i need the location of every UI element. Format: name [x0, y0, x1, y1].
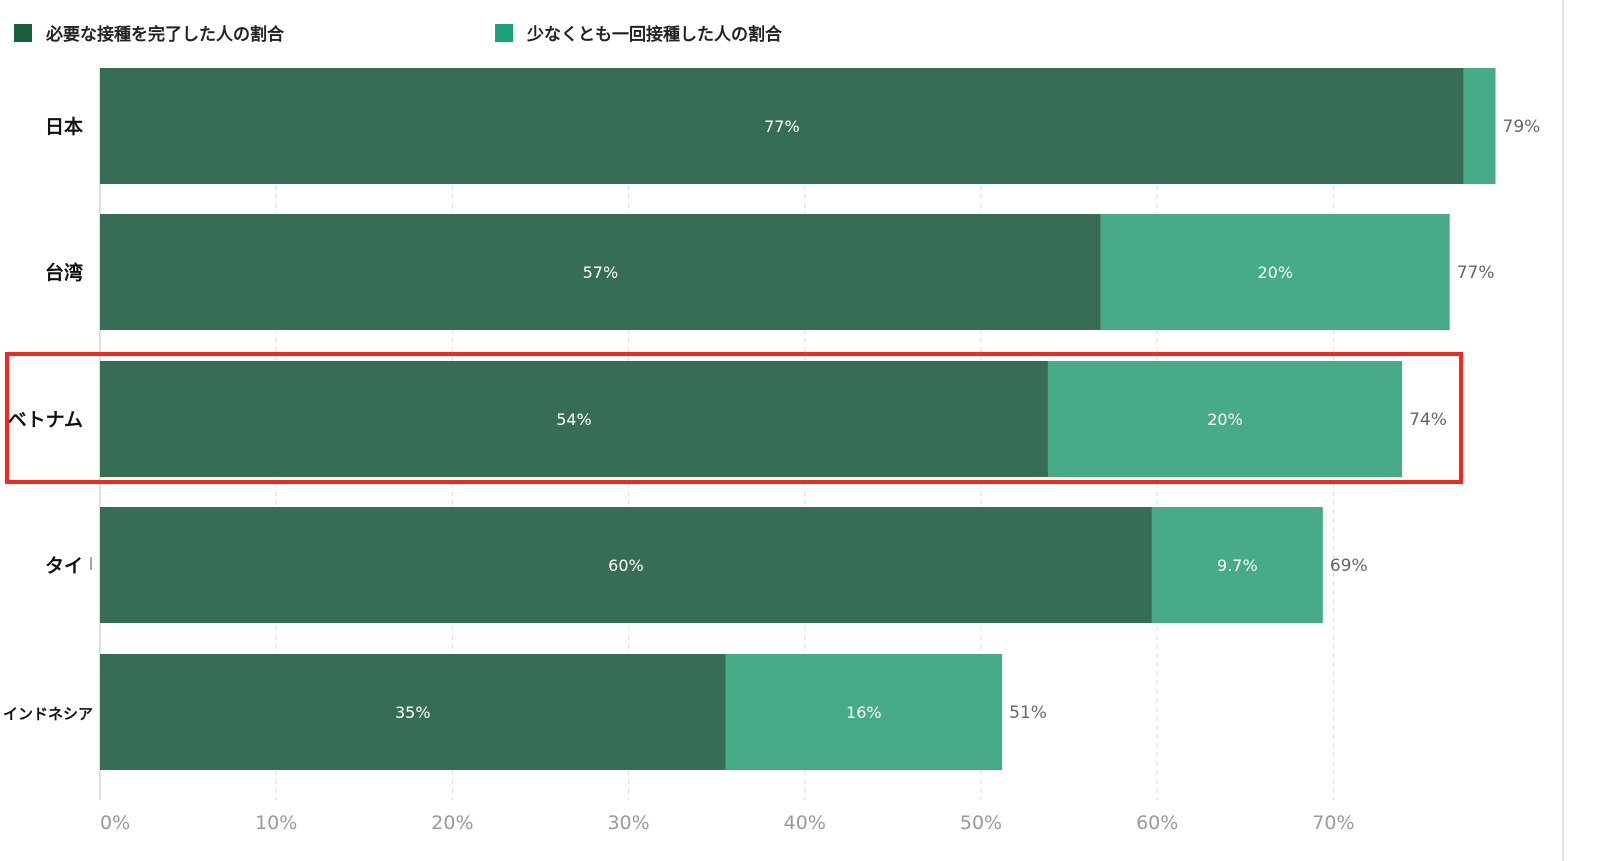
- x-tick-label: 40%: [784, 812, 826, 834]
- data-label-completed: 60%: [608, 556, 644, 575]
- x-tick-label: 30%: [607, 812, 649, 834]
- bar-segment-one-dose: [1100, 214, 1450, 330]
- x-tick-label: 10%: [255, 812, 297, 834]
- bar-segment-completed: [100, 507, 1152, 623]
- bar-segment-one-dose: [725, 654, 1003, 770]
- x-tick-label: 70%: [1312, 812, 1354, 834]
- data-label-one-dose: 20%: [1257, 263, 1293, 282]
- total-label: 74%: [1409, 410, 1447, 430]
- bar-segment-one-dose: [1047, 361, 1403, 477]
- data-label-one-dose: 20%: [1207, 410, 1243, 429]
- total-label: 79%: [1503, 117, 1541, 137]
- category-label: タイ: [45, 555, 83, 577]
- x-tick-label: 0%: [100, 812, 130, 834]
- category-label: 台湾: [45, 261, 83, 284]
- bar-segment-completed: [100, 654, 726, 770]
- data-label-one-dose: 16%: [846, 703, 882, 722]
- category-label: 日本: [45, 115, 83, 138]
- bar-segment-one-dose: [1463, 68, 1496, 184]
- highlight-box-vietnam: [5, 352, 1463, 484]
- total-label: 51%: [1009, 703, 1047, 723]
- data-label-one-dose: 9.7%: [1217, 556, 1258, 575]
- x-tick-label: 20%: [431, 812, 473, 834]
- total-label: 69%: [1330, 556, 1368, 576]
- legend-label-completed: 必要な接種を完了した人の割合: [46, 25, 284, 45]
- bar-segment-completed: [100, 68, 1464, 184]
- bar-segment-one-dose: [1151, 507, 1323, 623]
- bar-segment-completed: [100, 214, 1101, 330]
- x-tick-label: 50%: [960, 812, 1002, 834]
- bar-segment-completed: [100, 361, 1048, 477]
- legend-label-one-dose: 少なくとも一回接種した人の割合: [527, 25, 782, 45]
- total-label: 77%: [1457, 263, 1495, 283]
- legend-swatch-completed: [14, 23, 32, 42]
- data-label-completed: 54%: [556, 410, 592, 429]
- category-label: インドネシア: [3, 705, 93, 723]
- category-label: ベトナム: [8, 409, 83, 431]
- legend-swatch-one-dose: [495, 23, 513, 42]
- x-tick-label: 60%: [1136, 812, 1178, 834]
- data-label-completed: 57%: [583, 263, 619, 282]
- data-label-completed: 35%: [395, 703, 431, 722]
- data-label-completed: 77%: [764, 117, 800, 136]
- legend-item-one-dose: 少なくとも一回接種した人の割合: [495, 20, 782, 45]
- legend-item-completed: 必要な接種を完了した人の割合: [14, 20, 284, 45]
